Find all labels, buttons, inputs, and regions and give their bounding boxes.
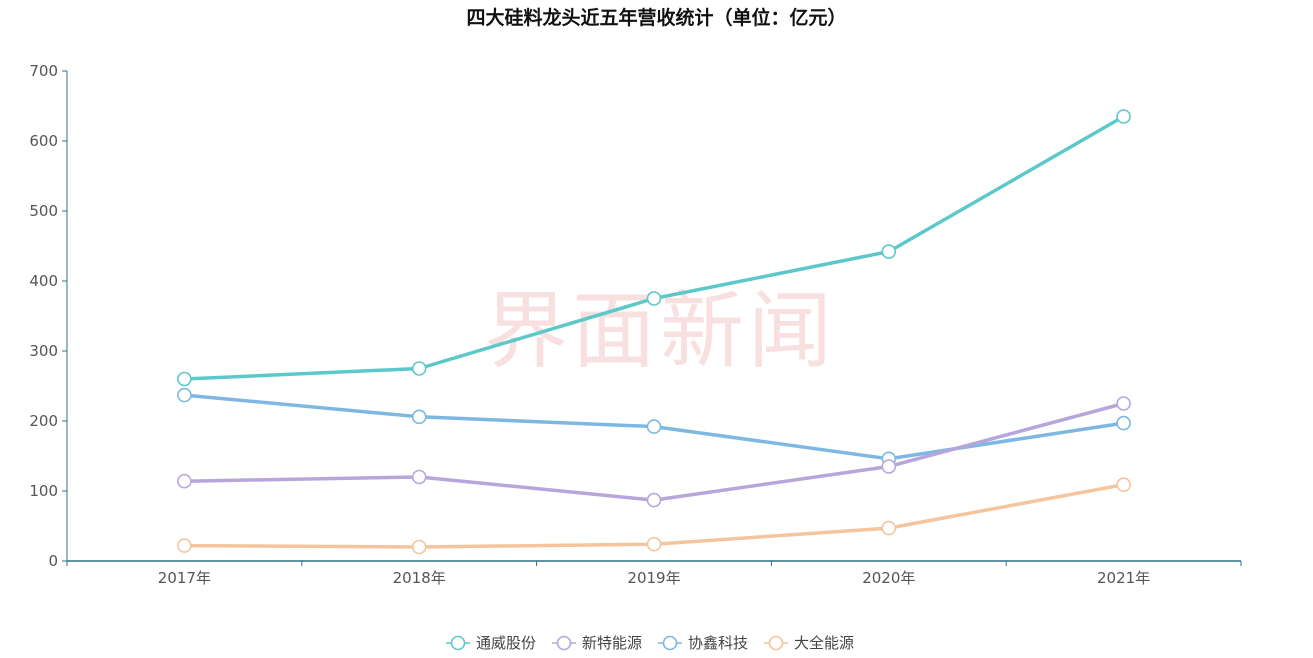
data-point [411, 539, 427, 555]
y-tick-label: 500 [29, 202, 58, 220]
x-tick-label: 2020年 [862, 569, 915, 587]
series-line [182, 401, 1126, 502]
data-point [646, 492, 662, 508]
legend-label: 新特能源 [582, 634, 642, 652]
data-point [177, 371, 192, 387]
data-point [1116, 415, 1131, 431]
data-point [881, 520, 897, 536]
legend-label: 通威股份 [476, 634, 536, 652]
data-point [1116, 396, 1131, 411]
legend-swatch-marker [662, 635, 678, 651]
legend-swatch-marker [556, 635, 572, 651]
y-tick-label: 600 [29, 132, 58, 150]
y-tick-label: 0 [48, 552, 58, 570]
y-tick-label: 300 [29, 342, 58, 360]
y-tick-label: 100 [29, 482, 58, 500]
data-point [646, 536, 662, 552]
x-tick-label: 2018年 [393, 569, 446, 587]
data-point [646, 419, 662, 434]
data-point [177, 473, 192, 489]
x-tick-label: 2021年 [1097, 569, 1150, 587]
legend-label: 大全能源 [794, 634, 854, 652]
y-tick-label: 700 [29, 62, 58, 80]
chart-title: 四大硅料龙头近五年营收统计（单位：亿元） [466, 7, 847, 29]
data-point [411, 361, 427, 376]
data-point [177, 387, 192, 403]
data-point [1116, 477, 1131, 493]
x-tick-label: 2017年 [158, 569, 211, 587]
data-point [1116, 109, 1131, 124]
data-point [177, 538, 192, 553]
legend-swatch-marker [450, 635, 466, 651]
data-point [411, 409, 427, 425]
y-tick-label: 200 [29, 412, 58, 430]
legend-label: 协鑫科技 [688, 634, 748, 652]
y-tick-label: 400 [29, 272, 58, 290]
legend-swatch-marker [768, 635, 784, 651]
data-point [646, 291, 662, 306]
data-point [881, 459, 897, 474]
data-point [411, 469, 427, 485]
data-point [881, 244, 897, 259]
x-tick-label: 2019年 [627, 569, 680, 587]
